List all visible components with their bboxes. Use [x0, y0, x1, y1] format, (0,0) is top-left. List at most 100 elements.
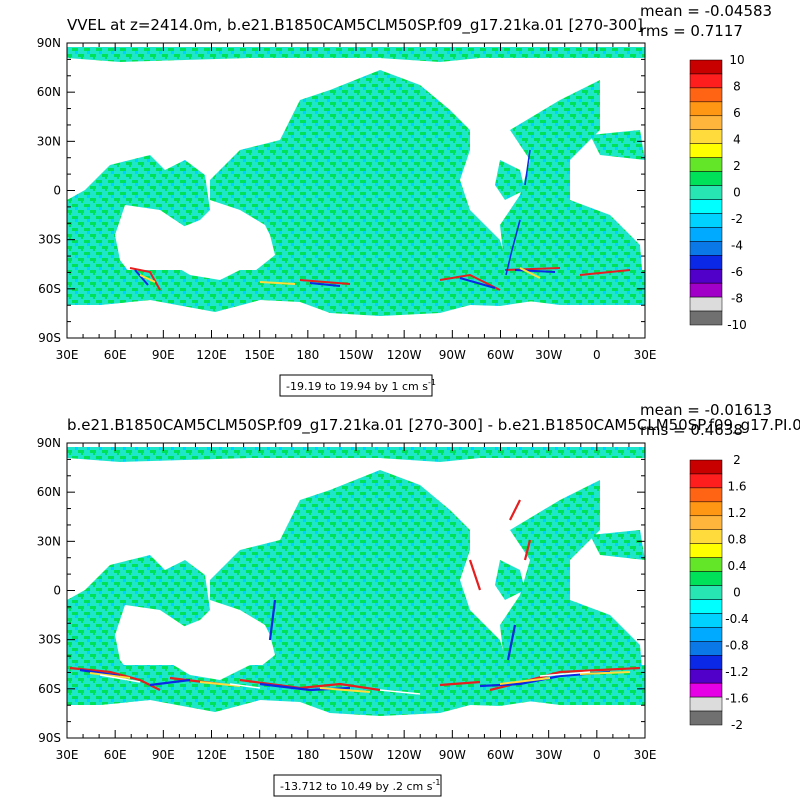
colorbar-label: 10	[729, 53, 744, 67]
x-tick-label: 90E	[152, 748, 175, 762]
panel-1-map	[67, 43, 645, 338]
colorbar-swatch	[689, 185, 723, 200]
colorbar-swatch	[689, 310, 723, 326]
ocean-southern	[67, 270, 645, 316]
panel-2-y-ticks: 90N 60N 30N 0 30S 60S 90S	[37, 436, 645, 745]
colorbar-swatch	[689, 571, 723, 586]
colorbar-label: 2	[733, 453, 741, 467]
x-tick-label: 60W	[487, 748, 514, 762]
colorbar-swatch	[689, 59, 723, 75]
y-tick-label: 30S	[38, 633, 61, 647]
y-tick-label: 90N	[37, 36, 61, 50]
colorbar-swatch	[689, 515, 723, 530]
ocean-atlantic	[500, 480, 645, 705]
colorbar-label: 0.8	[727, 533, 746, 547]
colorbar-swatch	[689, 101, 723, 117]
panel-1-range-sup: -1	[428, 378, 436, 387]
colorbar-label: 4	[733, 133, 741, 147]
x-tick-label: 90E	[152, 348, 175, 362]
panel-1-ocean	[67, 47, 645, 316]
ocean-atlantic	[500, 80, 645, 305]
x-tick-label: 90W	[439, 748, 466, 762]
colorbar-label: -0.8	[725, 639, 748, 653]
colorbar-label: 1.2	[727, 506, 746, 520]
x-tick-label: 0	[593, 748, 601, 762]
colorbar-swatch	[689, 613, 723, 628]
colorbar-label: -8	[731, 292, 743, 306]
colorbar-swatch	[689, 641, 723, 656]
x-tick-label: 120W	[387, 748, 422, 762]
panel-2-rms: rms = 0.4638	[640, 421, 743, 439]
panel-2-map	[67, 443, 645, 738]
panel-1-continents-land	[150, 220, 250, 280]
y-tick-label: 30S	[38, 233, 61, 247]
colorbar-swatch	[689, 710, 723, 726]
panel-1-colorbar: 10 8 6 4 2 0 -2 -4 -6 -8 -10	[689, 53, 747, 332]
panel-2-continents-land	[150, 620, 250, 680]
colorbar-swatch	[689, 682, 723, 698]
x-tick-label: 150E	[244, 748, 275, 762]
y-tick-label: 90N	[37, 436, 61, 450]
panel-1-rms: rms = 0.7117	[640, 22, 743, 40]
y-tick-label: 90S	[38, 331, 61, 345]
x-tick-label: 60E	[104, 748, 127, 762]
colorbar-label: -1.6	[725, 692, 748, 706]
colorbar-swatch	[689, 255, 723, 270]
colorbar-swatch	[689, 241, 723, 256]
colorbar-label: -2	[731, 718, 743, 732]
x-tick-label: 120W	[387, 348, 422, 362]
panel-1-title: VVEL at z=2414.0m, b.e21.B1850CAM5CLM50S…	[67, 16, 643, 35]
colorbar-label: 0.4	[727, 559, 746, 573]
colorbar-swatch	[689, 282, 723, 298]
panel-1: VVEL at z=2414.0m, b.e21.B1850CAM5CLM50S…	[37, 2, 772, 397]
ocean-pacific	[210, 70, 520, 312]
colorbar-swatch	[689, 227, 723, 242]
colorbar-label: 8	[733, 80, 741, 94]
x-tick-label: 60W	[487, 348, 514, 362]
panel-2-southern-ocean-anomalies	[69, 499, 641, 695]
panel-2: b.e21.B1850CAM5CLM50SP.f09_g17.21ka.01 […	[37, 401, 800, 797]
x-tick-label: 30E	[56, 748, 79, 762]
panel-1-range-label: -19.19 to 19.94 by 1 cm s-1	[286, 378, 436, 393]
ocean-gulf	[495, 160, 525, 200]
colorbar-label: -2	[731, 212, 743, 226]
colorbar-swatch	[689, 529, 723, 544]
panel-1-range-box: -19.19 to 19.94 by 1 cm s-1	[279, 374, 436, 397]
y-tick-label: 90S	[38, 731, 61, 745]
colorbar-swatch	[689, 599, 723, 614]
x-tick-label: 30E	[634, 748, 657, 762]
panel-2-range-label: -13.712 to 10.49 by .2 cm s-1	[280, 778, 440, 793]
x-tick-label: 150E	[244, 348, 275, 362]
colorbar-swatch	[689, 296, 723, 312]
y-tick-label: 60N	[37, 85, 61, 99]
y-tick-label: 30N	[37, 134, 61, 148]
ocean-indian	[67, 155, 210, 305]
colorbar-swatch	[689, 557, 723, 572]
colorbar-swatch	[689, 668, 723, 684]
colorbar-swatch	[689, 115, 723, 130]
colorbar-swatch	[689, 543, 723, 558]
panel-2-range-text: -13.712 to 10.49 by .2 cm s	[280, 780, 433, 793]
x-tick-label: 120E	[196, 348, 227, 362]
colorbar-label: 0	[733, 186, 741, 200]
colorbar-swatch	[689, 487, 723, 503]
x-tick-label: 180	[296, 748, 319, 762]
anomaly-streak	[134, 269, 556, 289]
colorbar-swatch	[689, 627, 723, 642]
anomaly-streak	[89, 671, 631, 693]
colorbar-label: -6	[731, 265, 743, 279]
colorbar-swatch	[689, 73, 723, 89]
panel-2-range-sup: -1	[432, 778, 440, 787]
colorbar-label: 0	[733, 586, 741, 600]
boundary-current	[505, 149, 531, 276]
anomaly-streak	[129, 267, 631, 291]
y-tick-label: 0	[53, 584, 61, 598]
colorbar-label: -1.2	[725, 665, 748, 679]
colorbar-swatch	[689, 199, 723, 214]
panel-1-y-ticks: 90N 60N 30N 0 30S 60S 90S	[37, 36, 645, 345]
colorbar-swatch	[689, 143, 723, 158]
panel-1-range-frame	[279, 374, 433, 397]
x-tick-label: 30W	[535, 348, 562, 362]
panel-1-southern-ocean-anomalies	[129, 149, 631, 291]
